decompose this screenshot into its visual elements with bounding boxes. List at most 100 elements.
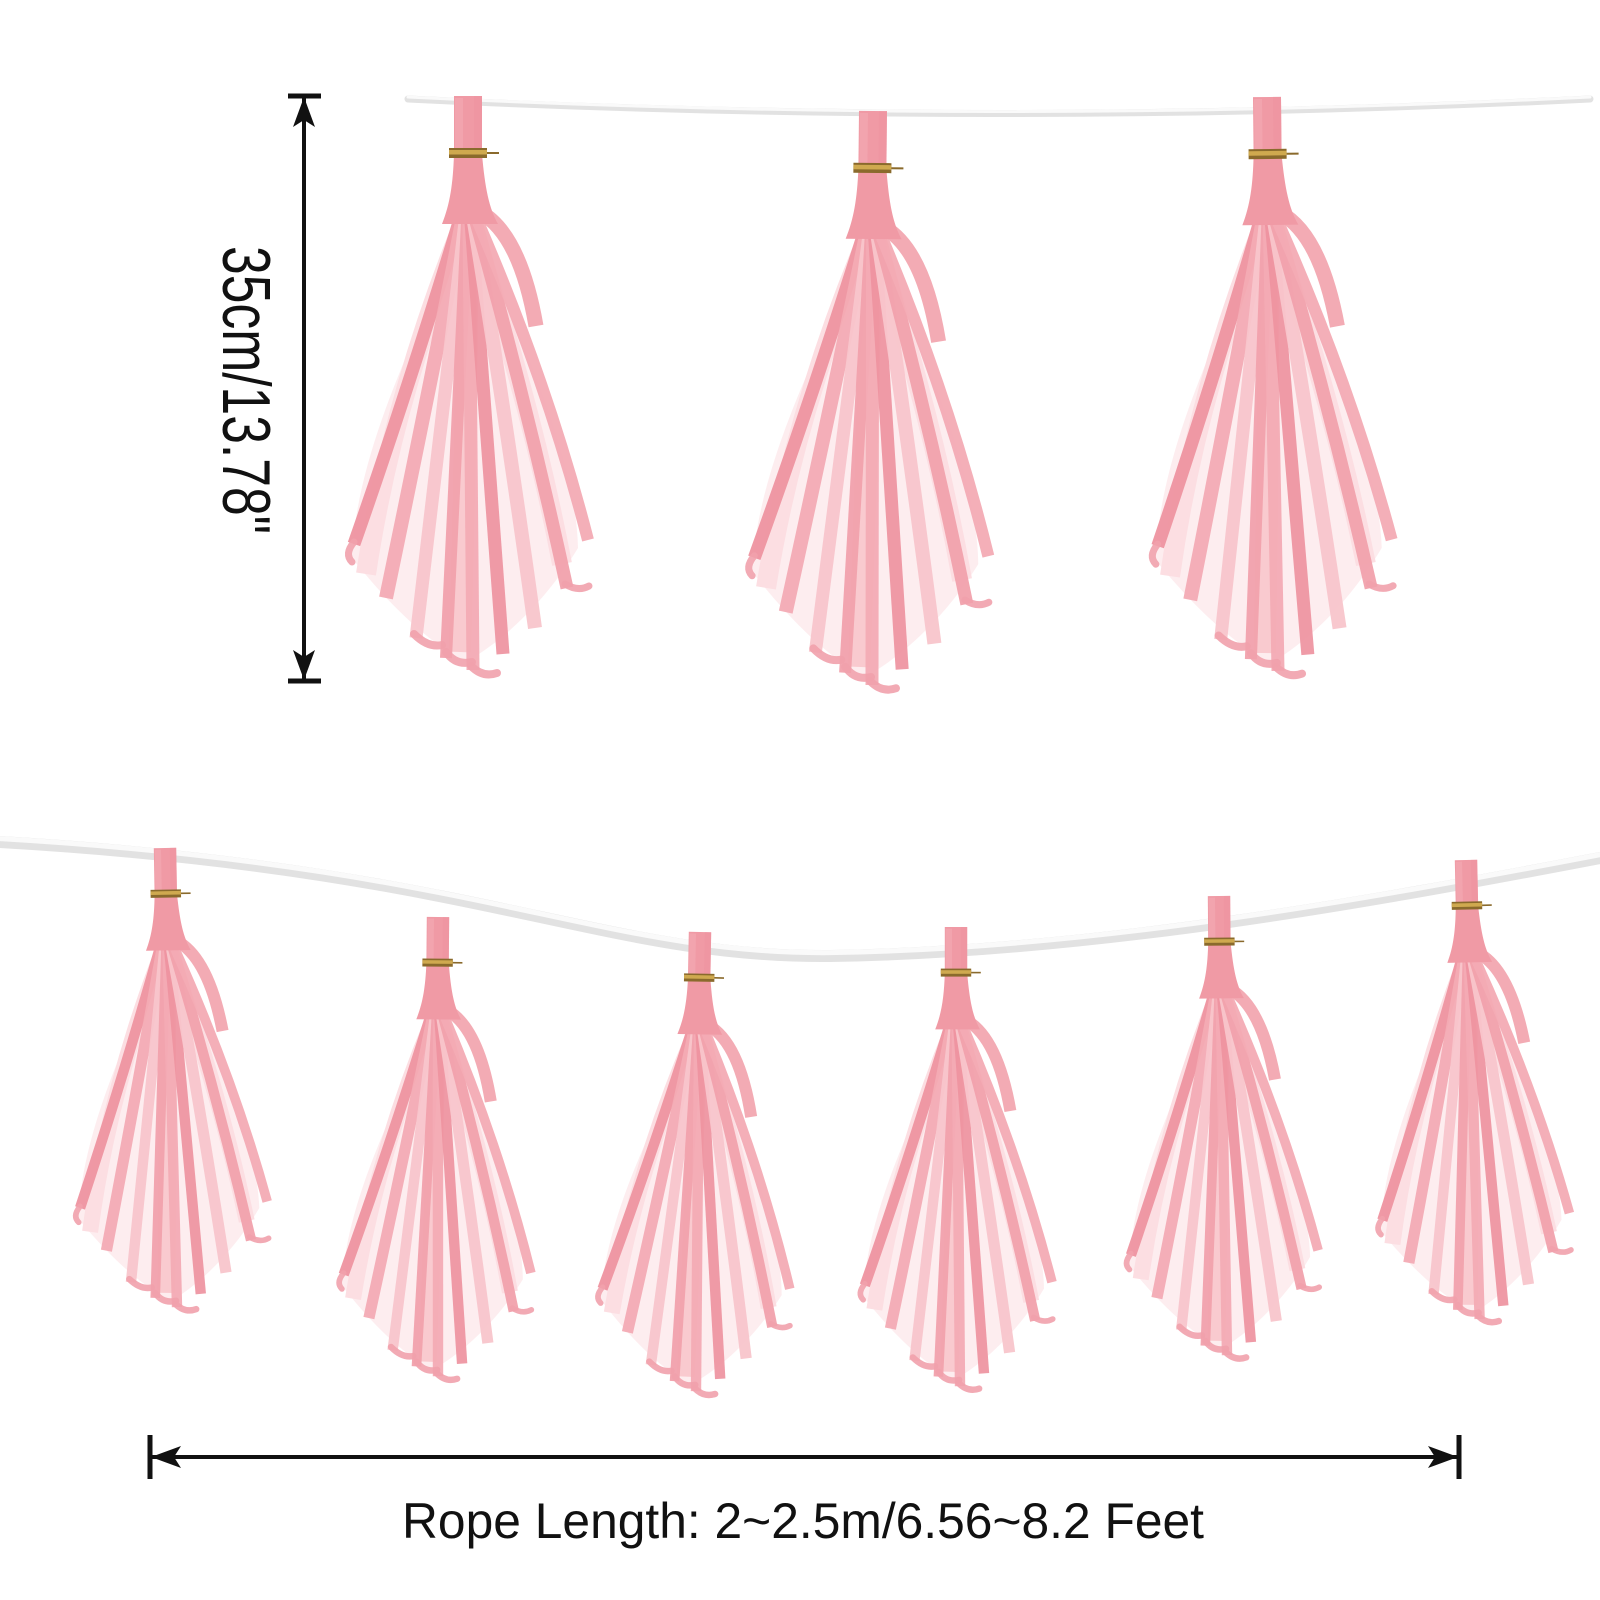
tassel-tip-wisp <box>1148 540 1162 568</box>
tassel-neck <box>442 154 498 224</box>
tassel-strip <box>1151 995 1221 1300</box>
tassel-strap-highlight <box>1208 897 1216 943</box>
tassel-strip <box>379 220 469 600</box>
tassel-strip <box>469 220 574 590</box>
tassel <box>72 847 272 1314</box>
tassel-gold-band-shine <box>853 164 892 170</box>
tassel <box>857 927 1057 1393</box>
tassel-strip <box>1151 221 1266 549</box>
tassel-tip-wisp <box>336 1270 347 1292</box>
tassel-strips <box>859 1014 1057 1387</box>
arrowhead-up-icon <box>293 97 315 127</box>
tassel-strip <box>955 1026 1016 1354</box>
tassel-strap-shade <box>878 111 887 172</box>
tassel-tip-wisp <box>442 648 476 667</box>
tassel-strip <box>1221 995 1307 1291</box>
tassel-strap-shade <box>1223 895 1231 944</box>
tassel-strip <box>953 1027 990 1374</box>
tassel-neck <box>935 973 980 1030</box>
tassel-strap-shade <box>1272 96 1282 157</box>
tassel-strip <box>959 1025 1057 1284</box>
tassel-tip-wisp <box>126 1275 156 1292</box>
tassel-neck <box>1199 942 1244 999</box>
tassel-strips <box>1377 947 1575 1320</box>
tassel-tip-wisp <box>595 1284 606 1306</box>
tassel-gold-band-shine <box>1204 939 1235 943</box>
tassel-tip-wisp <box>691 1384 719 1399</box>
tassel-strip <box>434 1017 468 1364</box>
tassel-tip-wisp <box>935 1368 963 1384</box>
tassel-length-label: 35cm/13.78" <box>208 246 284 534</box>
tassel-strip <box>1272 220 1398 542</box>
tassel-strip <box>957 1026 1041 1322</box>
tassel-tip-wisp <box>671 1373 699 1389</box>
tassel-tip-wisp <box>246 1234 272 1244</box>
tassel-tip-wisps <box>1148 540 1397 680</box>
tassel-strip <box>436 1016 494 1344</box>
tassel-tip-wisp <box>1271 662 1307 680</box>
tassel-tip-wisp <box>467 662 501 679</box>
tassel-neck <box>1242 154 1299 226</box>
tassel-tip-wisp <box>72 1203 83 1226</box>
tassel-tip-wisp <box>345 538 358 566</box>
tassel-strip <box>873 235 974 606</box>
tassel-strap-shade <box>169 847 178 896</box>
arrowhead-left-icon <box>151 1446 181 1468</box>
tassel-strips <box>75 935 272 1308</box>
tassel <box>595 931 795 1399</box>
tassel-neck <box>416 963 462 1020</box>
tassel-strip <box>695 1032 726 1380</box>
tassel-tip-wisp <box>646 1358 675 1375</box>
tassel-strip <box>884 1026 957 1330</box>
tassel <box>1375 859 1575 1326</box>
tassel-strip <box>170 946 272 1203</box>
tassel-tip-wisps <box>72 1203 272 1314</box>
tassel-neck <box>845 168 902 240</box>
tassel-strap-highlight <box>945 928 952 974</box>
tassel-strip <box>870 236 942 645</box>
tassel-tip-wisp <box>961 596 993 609</box>
tassel-strap-highlight <box>1455 861 1463 907</box>
tassel-strip <box>472 219 594 542</box>
tassel-strip <box>697 1032 752 1360</box>
tassel-tip-wisp <box>745 552 758 580</box>
tassel-strips <box>338 1004 536 1377</box>
tassel-strip <box>778 235 873 614</box>
tassel-strip <box>876 234 995 558</box>
tassel-strip <box>440 1016 536 1275</box>
tassel-tip-wisp <box>151 1289 180 1305</box>
tassel-tip-wisp <box>1030 1314 1056 1324</box>
tassel-strip <box>597 1031 696 1291</box>
tassel-strips <box>748 220 995 686</box>
tassel-tip-wisps <box>336 1270 535 1384</box>
tassel-tip-wisp <box>866 677 900 694</box>
tassel-tip-wisp <box>1428 1288 1458 1304</box>
tassel-tip-wisp <box>767 1320 793 1331</box>
tassel-strap-shade <box>960 927 968 975</box>
tassel-tip-wisp <box>433 1369 461 1384</box>
tassel-strips <box>1151 206 1398 672</box>
tassel-strip <box>1377 959 1466 1222</box>
tassel-tip-wisp <box>857 1281 868 1303</box>
tassel-strip <box>1467 959 1535 1286</box>
tassel-strap-highlight <box>859 112 868 169</box>
tassel-tip-wisp <box>1375 1215 1386 1238</box>
tassel-tip-wisp <box>809 644 846 665</box>
tassel-tip-wisp <box>1176 1323 1206 1339</box>
tassel-strap-highlight <box>427 918 434 964</box>
rope-line <box>0 836 1600 963</box>
tassel-strap-shade <box>703 932 712 981</box>
vertical-dimension <box>288 93 321 684</box>
tassel-strip <box>868 236 909 670</box>
tassel-strip <box>1471 958 1575 1215</box>
tassel-tip-wisps <box>1123 1250 1323 1362</box>
tassel-tip-wisp <box>1222 1348 1250 1362</box>
tassel-tip-wisp <box>1123 1250 1134 1273</box>
tassel-strap-shade <box>442 917 450 966</box>
tassel-strip <box>100 947 168 1252</box>
tassel-strip <box>748 234 869 561</box>
tassel-strip <box>859 1026 954 1288</box>
ropes <box>0 95 1600 963</box>
tassel-strap-shade <box>474 96 482 156</box>
